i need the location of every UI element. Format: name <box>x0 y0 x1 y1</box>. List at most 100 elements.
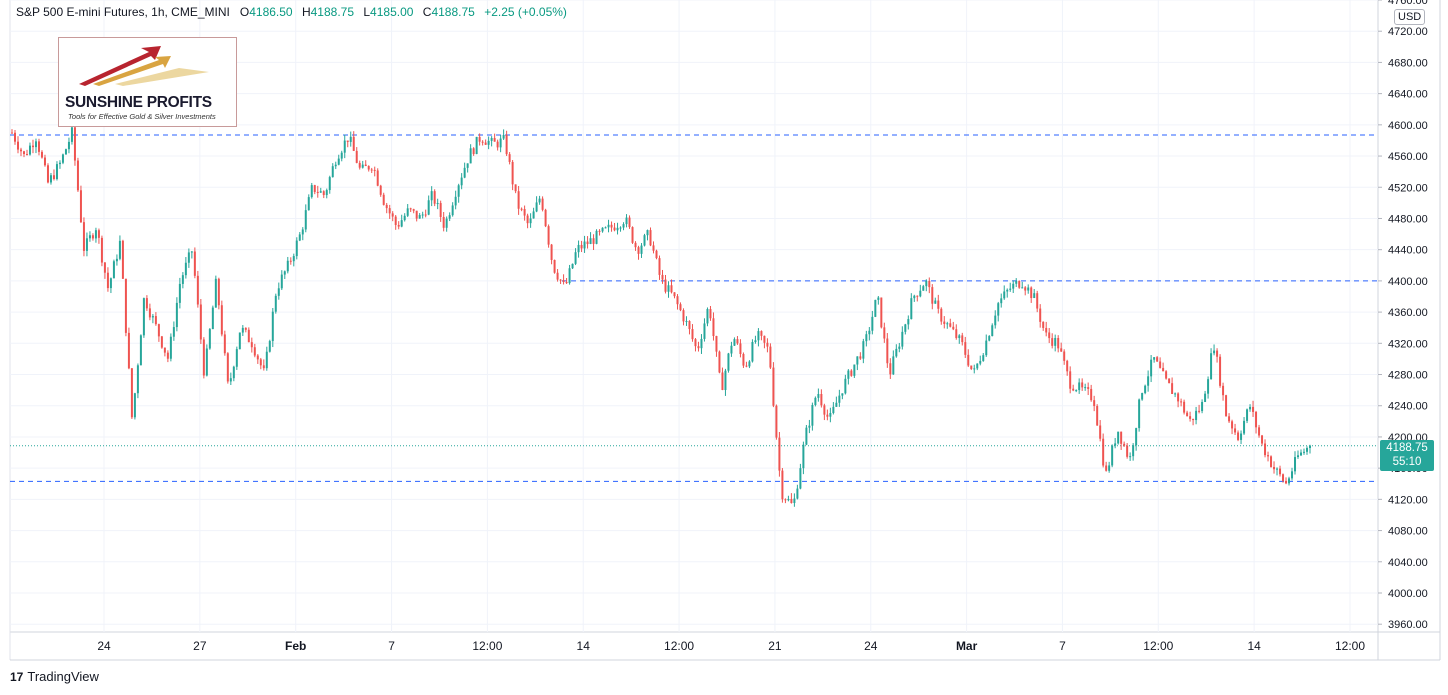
candle-body <box>805 427 808 445</box>
candle-body <box>658 258 661 275</box>
candle-body <box>568 268 571 284</box>
x-tick-label: 7 <box>1059 639 1066 653</box>
candle-body <box>829 413 832 417</box>
candle-body <box>736 339 739 344</box>
candle-body <box>499 138 502 148</box>
candle-body <box>532 211 535 219</box>
candle-body <box>1276 468 1279 470</box>
candle-body <box>934 300 937 304</box>
candle-body <box>595 230 598 244</box>
candle-body <box>580 244 583 249</box>
candle-body <box>913 295 916 299</box>
candle-body <box>748 361 751 367</box>
candle-body <box>58 162 61 165</box>
candle-body <box>811 405 814 426</box>
price-axis[interactable]: 4760.00 4720.00 4680.00 4640.00 4600.00 4560.… <box>1378 0 1428 631</box>
time-axis[interactable]: 24 27 Feb 7 12:00 14 12:00 21 24 Mar 7 12:00 14 12:00 <box>97 639 1365 653</box>
candle-body <box>571 263 574 269</box>
candle-body <box>430 191 433 201</box>
candle-body <box>67 141 70 150</box>
candle-body <box>1201 401 1204 412</box>
candle-body <box>322 191 325 196</box>
candle-body <box>1294 457 1297 472</box>
candle-body <box>1138 399 1141 429</box>
candle-body <box>685 321 688 323</box>
candle-body <box>1243 420 1246 434</box>
candle-body <box>1225 395 1228 417</box>
legend-close-label: C <box>422 5 432 19</box>
legend-low-value: 4185.00 <box>370 5 414 19</box>
sunshine-profits-logo: SUNSHINE PROFITS Tools for Effective Gol… <box>58 37 237 127</box>
candle-body <box>1183 401 1186 413</box>
candle-body <box>628 217 631 228</box>
candle-body <box>103 262 106 273</box>
legend-high-value: 4188.75 <box>310 5 355 19</box>
candle-body <box>583 241 586 249</box>
candle-body <box>1084 387 1087 389</box>
candle-body <box>874 299 877 317</box>
legend-change: +2.25 (+0.05%) <box>484 5 567 19</box>
candle-body <box>397 224 400 227</box>
y-tick-label: 4560.00 <box>1388 151 1428 163</box>
candle-body <box>1012 283 1015 289</box>
candle-body <box>454 196 457 206</box>
candle-body <box>457 185 460 197</box>
tradingview-brand[interactable]: 17 TradingView <box>10 669 99 684</box>
candle-body <box>946 323 949 325</box>
legend-symbol: S&P 500 E-mini Futures, 1h, CME_MINI <box>16 5 230 19</box>
candle-body <box>1009 288 1012 290</box>
candle-body <box>31 145 34 148</box>
candle-body <box>427 200 430 215</box>
candle-body <box>88 235 91 239</box>
y-tick-label: 4520.00 <box>1388 182 1428 194</box>
candle-body <box>1063 351 1066 361</box>
candle-body <box>868 330 871 335</box>
candle-body <box>49 175 52 183</box>
candle-body <box>34 141 37 148</box>
candle-body <box>646 230 649 236</box>
candle-body <box>1141 393 1144 400</box>
candle-body <box>1018 281 1021 288</box>
candle-body <box>1306 448 1309 452</box>
y-tick-label: 4360.00 <box>1388 307 1428 319</box>
candle-body <box>901 331 904 347</box>
candle-body <box>712 318 715 336</box>
candle-body <box>1234 428 1237 433</box>
candle-body <box>340 152 343 159</box>
candle-body <box>1108 465 1111 471</box>
candle-body <box>469 148 472 164</box>
candle-body <box>787 498 790 501</box>
candle-body <box>982 355 985 361</box>
candle-body <box>343 140 346 153</box>
candle-body <box>163 347 166 353</box>
candle-body <box>1078 382 1081 391</box>
candle-body <box>754 340 757 343</box>
logo-arrow-icon <box>79 46 209 86</box>
candle-body <box>187 252 190 263</box>
candle-body <box>1198 410 1201 412</box>
candle-body <box>466 163 469 168</box>
candle-body <box>682 310 685 322</box>
candle-body <box>394 216 397 225</box>
candle-body <box>166 352 169 359</box>
logo-name: SUNSHINE PROFITS <box>65 94 212 111</box>
candle-body <box>121 240 124 279</box>
candle-body <box>1144 385 1147 394</box>
candle-body <box>184 262 187 276</box>
candle-body <box>1300 452 1303 456</box>
candle-body <box>1279 468 1282 475</box>
candle-body <box>238 332 241 350</box>
candle-body <box>1165 371 1168 379</box>
horizontal-levels <box>10 134 1378 482</box>
candle-body <box>148 308 151 318</box>
candle-body <box>118 240 121 259</box>
candle-body <box>325 190 328 196</box>
candle-body <box>1096 406 1099 426</box>
candle-body <box>112 261 115 279</box>
candle-body <box>1174 393 1177 395</box>
candle-body <box>355 150 358 163</box>
candle-body <box>208 329 211 349</box>
currency-badge[interactable]: USD <box>1394 9 1426 25</box>
candle-body <box>940 308 943 322</box>
